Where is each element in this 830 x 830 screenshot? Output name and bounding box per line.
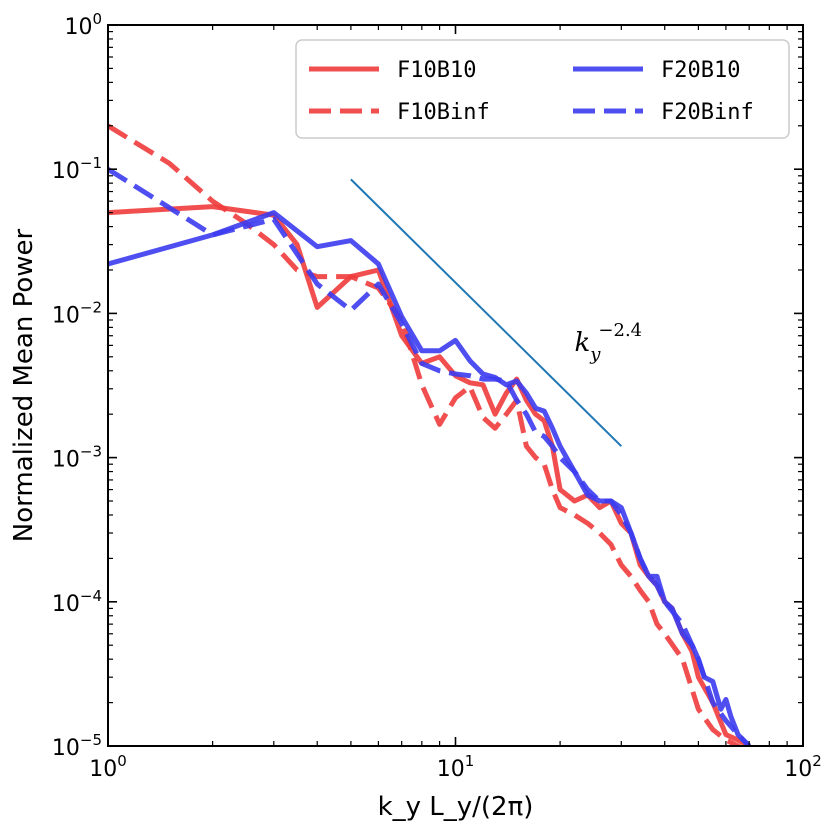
legend-label-f10b10: F10B10 <box>397 58 476 83</box>
x-tick-label: 102 <box>784 752 822 782</box>
legend: F10B10 F10Binf F20B10 F20Binf <box>295 39 790 139</box>
x-tick-label: 101 <box>437 752 475 782</box>
y-tick-label: 10−4 <box>52 587 102 617</box>
x-tick-label: 100 <box>89 752 127 782</box>
tick-labels-group: 100 101 102 100 10−1 10−2 10−3 10−4 10−5 <box>52 10 822 782</box>
slope-annotation: ky−2.4 <box>574 320 642 365</box>
y-tick-label: 10−2 <box>52 298 102 328</box>
slope-annotation-group: ky−2.4 <box>574 320 642 365</box>
reference-slope-line <box>350 178 623 447</box>
legend-label-f20binf: F20Binf <box>661 100 754 125</box>
series-line-f20b10 <box>108 210 751 746</box>
series-group <box>108 123 751 746</box>
series-line-f20binf <box>108 167 751 746</box>
series-line-f10binf <box>108 123 743 746</box>
y-tick-label: 10−3 <box>52 443 102 473</box>
y-tick-label: 10−1 <box>52 154 102 184</box>
x-axis-label: k_y L_y/(2π) <box>378 792 534 822</box>
ticks-group <box>107 24 804 747</box>
reference-line-group <box>350 178 623 447</box>
series-line-f10b10 <box>108 204 751 746</box>
y-tick-label: 100 <box>64 10 102 40</box>
y-axis-label: Normalized Mean Power <box>9 228 39 542</box>
legend-label-f10binf: F10Binf <box>397 100 490 125</box>
legend-label-f20b10: F20B10 <box>661 58 740 83</box>
y-tick-label: 10−5 <box>52 731 102 761</box>
legend-box <box>295 39 790 139</box>
